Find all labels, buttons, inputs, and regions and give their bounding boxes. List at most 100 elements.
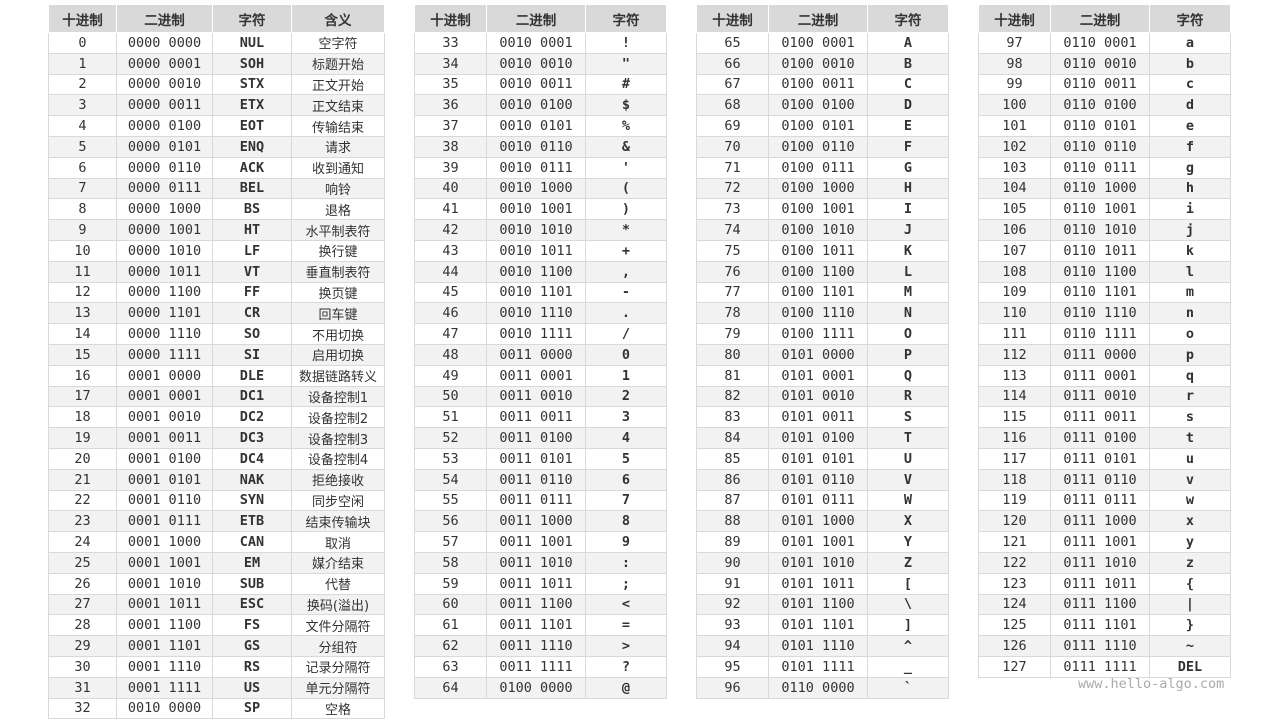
decimal-cell: 110: [978, 302, 1051, 325]
table-row: 69 0100 0101 E: [696, 115, 949, 137]
table-row: 3 0000 0011 ETX 正文结束: [48, 94, 385, 117]
char-cell: J: [867, 219, 949, 241]
table-row: 18 0001 0010 DC2 设备控制2: [48, 406, 385, 429]
char-cell: I: [867, 198, 949, 221]
table-row: 13 0000 1101 CR 回车键: [48, 302, 385, 325]
header-cell: 含义: [291, 4, 385, 33]
binary-cell: 0111 1011: [1050, 572, 1150, 595]
binary-cell: 0010 0010: [486, 52, 586, 75]
char-cell: Y: [867, 531, 949, 553]
binary-cell: 0110 1101: [1050, 281, 1150, 304]
decimal-cell: 33: [414, 32, 487, 54]
binary-cell: 0101 1001: [768, 531, 868, 553]
binary-cell: 0000 0111: [116, 177, 213, 200]
char-cell: RS: [212, 655, 292, 678]
binary-cell: 0110 1111: [1050, 323, 1150, 345]
char-cell: 2: [585, 385, 667, 408]
decimal-cell: 78: [696, 302, 769, 325]
decimal-cell: 61: [414, 614, 487, 637]
table-row: 94 0101 1110 ^: [696, 635, 949, 657]
decimal-cell: 8: [48, 198, 117, 221]
binary-cell: 0101 1000: [768, 510, 868, 533]
meaning-cell: 正文开始: [291, 73, 385, 96]
decimal-cell: 18: [48, 406, 117, 429]
binary-cell: 0111 1100: [1050, 593, 1150, 616]
char-cell: SI: [212, 343, 292, 366]
meaning-cell: 标题开始: [291, 52, 385, 75]
binary-cell: 0110 0100: [1050, 94, 1150, 117]
char-cell: X: [867, 510, 949, 533]
table-row: 123 0111 1011{: [978, 572, 1231, 595]
decimal-cell: 12: [48, 281, 117, 304]
char-cell: D: [867, 94, 949, 117]
meaning-cell: 空格: [291, 697, 385, 720]
table-row: 118 0111 0110 v: [978, 468, 1231, 491]
decimal-cell: 101: [978, 115, 1051, 137]
char-cell: s: [1149, 406, 1231, 429]
binary-cell: 0000 0011: [116, 94, 213, 117]
char-cell: ]: [867, 614, 949, 637]
table-row: 20 0001 0100 DC4 设备控制4: [48, 447, 385, 470]
decimal-cell: 13: [48, 302, 117, 325]
char-cell: ACK: [212, 156, 292, 179]
binary-cell: 0111 1000: [1050, 510, 1150, 533]
char-cell: P: [867, 343, 949, 366]
binary-cell: 0011 0111: [486, 489, 586, 512]
char-cell: FS: [212, 614, 292, 637]
header-row: 十进制 二进制 字符: [414, 4, 667, 33]
binary-cell: 0100 0000: [486, 676, 586, 699]
header-row: 十进制 二进制 字符: [696, 4, 949, 33]
char-cell: US: [212, 676, 292, 699]
binary-cell: 0011 1011: [486, 572, 586, 595]
table-row: 48 0011 0000 0: [414, 343, 667, 366]
binary-cell: 0011 0001: [486, 364, 586, 387]
table-row: 87 0101 0111 W: [696, 489, 949, 512]
char-cell: 3: [585, 406, 667, 429]
char-cell: NAK: [212, 468, 292, 491]
table-row: 45 0010 1101-: [414, 281, 667, 304]
char-cell: \: [867, 593, 949, 616]
table-row: 27 0001 1011 ESC 换码(溢出): [48, 593, 385, 616]
decimal-cell: 70: [696, 135, 769, 158]
table-row: 83 0101 0011 S: [696, 406, 949, 429]
table-row: 98 0110 0010 b: [978, 52, 1231, 75]
decimal-cell: 67: [696, 73, 769, 96]
binary-cell: 0010 1100: [486, 260, 586, 283]
header-cell: 字符: [585, 4, 667, 33]
decimal-cell: 3: [48, 94, 117, 117]
char-cell: Z: [867, 551, 949, 574]
decimal-cell: 37: [414, 115, 487, 137]
header-cell: 字符: [1149, 4, 1231, 33]
decimal-cell: 72: [696, 177, 769, 200]
decimal-cell: 69: [696, 115, 769, 137]
decimal-cell: 114: [978, 385, 1051, 408]
table-row: 32 0010 0000 SP 空格: [48, 697, 385, 720]
char-cell: %: [585, 115, 667, 137]
char-cell: w: [1149, 489, 1231, 512]
header-cell: 字符: [212, 4, 292, 33]
char-cell: ): [585, 198, 667, 221]
decimal-cell: 57: [414, 531, 487, 553]
table-row: 102 0110 0110 f: [978, 135, 1231, 158]
meaning-cell: 传输结束: [291, 115, 385, 137]
table-row: 74 0100 1010 J: [696, 219, 949, 241]
decimal-cell: 32: [48, 697, 117, 720]
binary-cell: 0011 1100: [486, 593, 586, 616]
binary-cell: 0101 0011: [768, 406, 868, 429]
decimal-cell: 7: [48, 177, 117, 200]
decimal-cell: 22: [48, 489, 117, 512]
table-row: 39 0010 0111 ': [414, 156, 667, 179]
table-row: 64 0100 0000 @: [414, 676, 667, 699]
table-row: 72 0100 1000 H: [696, 177, 949, 200]
decimal-cell: 77: [696, 281, 769, 304]
char-cell: SYN: [212, 489, 292, 512]
char-cell: SOH: [212, 52, 292, 75]
binary-cell: 0011 1110: [486, 635, 586, 657]
binary-cell: 0100 0001: [768, 32, 868, 54]
table-row: 124 0111 1100 |: [978, 593, 1231, 616]
table-body: 65 0100 0001 A 66 0100 0010 B 67 0100 0011 C 68 01…: [696, 32, 949, 699]
binary-cell: 0100 1110: [768, 302, 868, 325]
binary-cell: 0101 1111: [768, 655, 868, 678]
binary-cell: 0101 0001: [768, 364, 868, 387]
decimal-cell: 15: [48, 343, 117, 366]
